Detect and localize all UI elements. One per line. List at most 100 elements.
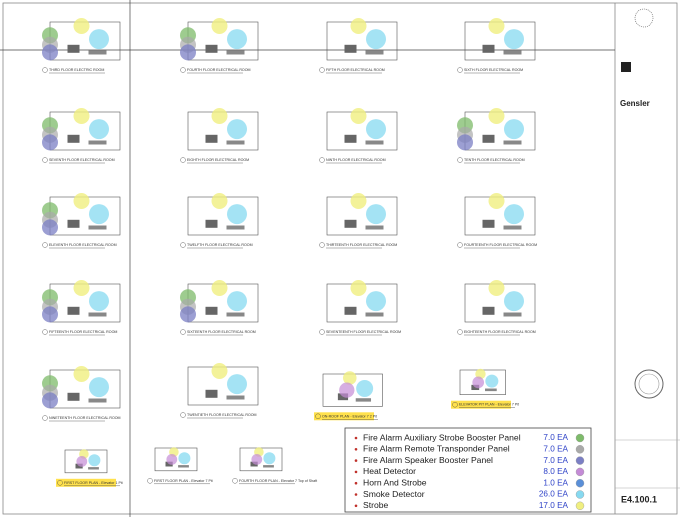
view-number xyxy=(457,157,463,163)
legend-label: Horn And Strobe xyxy=(363,477,427,487)
views: THIRD FLOOR ELECTRIC ROOM FOURTH FLOOR EL… xyxy=(42,18,537,487)
smoke-detector-symbol xyxy=(504,29,524,50)
smoke-detector-symbol xyxy=(89,291,109,312)
view-number xyxy=(180,67,186,73)
strobe-symbol xyxy=(350,18,367,34)
smoke-detector-symbol xyxy=(485,374,499,388)
view: FOURTH FLOOR PLAN - Elevator 7 Top of Sh… xyxy=(232,447,317,484)
view-title: EIGHTEENTH FLOOR ELECTRICAL ROOM xyxy=(464,330,536,334)
legend-label: Fire Alarm Remote Transponder Panel xyxy=(363,444,510,454)
speaker-booster-symbol xyxy=(42,306,58,323)
equipment xyxy=(165,461,173,467)
strobe-symbol xyxy=(488,18,505,34)
equipment xyxy=(88,50,107,55)
stamp xyxy=(638,373,660,395)
view-number xyxy=(457,329,463,335)
view: FOURTH FLOOR ELECTRICAL ROOM xyxy=(180,18,259,74)
view: SEVENTH FLOOR ELECTRICAL ROOM xyxy=(42,108,121,164)
view: ELEVENTH FLOOR ELECTRICAL ROOM xyxy=(42,193,121,249)
view-title: ON-ROOF PLAN - Elevator 7 2 Pit xyxy=(322,414,377,418)
legend-row: Strobe 17.0 EA xyxy=(354,500,585,510)
smoke-detector-symbol xyxy=(178,452,191,465)
view-number xyxy=(42,67,48,73)
equipment xyxy=(482,306,495,315)
strobe-symbol xyxy=(73,193,90,209)
view-number xyxy=(42,329,48,335)
legend-box xyxy=(344,427,592,513)
smoke-detector-symbol xyxy=(227,29,247,50)
view-title: TWENTIETH FLOOR ELECTRICAL ROOM xyxy=(187,413,257,417)
view: TENTH FLOOR ELECTRICAL ROOM xyxy=(457,108,536,164)
equipment xyxy=(67,44,80,53)
speaker-booster-symbol xyxy=(180,306,196,323)
speaker-booster-symbol xyxy=(42,44,58,61)
view: FIRST FLOOR PLAN - Elevator 1 Pit xyxy=(56,449,123,487)
bullet xyxy=(354,470,358,474)
highlight xyxy=(314,412,374,421)
view: EIGHTH FLOOR ELECTRICAL ROOM xyxy=(180,108,259,164)
equipment xyxy=(263,465,274,468)
view-number xyxy=(42,157,48,163)
equipment xyxy=(226,140,245,145)
bullet xyxy=(354,504,358,508)
view: EIGHTEENTH FLOOR ELECTRICAL ROOM xyxy=(457,280,536,336)
legend-count: 8.0 EA xyxy=(543,467,568,476)
strobe-symbol xyxy=(211,363,228,379)
view-title: ELEVATOR PIT PLAN - Elevator 7 Pit xyxy=(459,403,519,407)
legend: Fire Alarm Auxiliary Strobe Booster Pane… xyxy=(354,432,585,510)
view-title: NINTH FLOOR ELECTRICAL ROOM xyxy=(326,158,386,162)
view: SIXTH FLOOR ELECTRICAL ROOM xyxy=(457,18,536,74)
heat-detector-symbol xyxy=(472,376,485,389)
view-title: FOURTEENTH FLOOR ELECTRICAL ROOM xyxy=(464,243,537,247)
strobe-symbol xyxy=(211,18,228,34)
heat-detector-symbol xyxy=(339,382,355,398)
smoke-detector-symbol xyxy=(227,291,247,312)
strobe-symbol xyxy=(73,366,90,382)
legend-count: 17.0 EA xyxy=(539,501,569,510)
logo xyxy=(634,8,654,28)
view: TWENTIETH FLOOR ELECTRICAL ROOM xyxy=(180,363,259,419)
equipment xyxy=(482,134,495,143)
legend-label: Fire Alarm Speaker Booster Panel xyxy=(363,455,493,465)
view: TWELFTH FLOOR ELECTRICAL ROOM xyxy=(180,193,259,249)
legend-swatch xyxy=(575,456,585,465)
strobe-symbol xyxy=(211,108,228,124)
view-number xyxy=(180,329,186,335)
view-number xyxy=(42,415,48,421)
strobe-symbol xyxy=(350,193,367,209)
view-number xyxy=(319,67,325,73)
view-title: NINETEENTH FLOOR ELECTRICAL ROOM xyxy=(49,416,121,420)
equipment xyxy=(88,225,107,230)
heat-detector-symbol xyxy=(166,454,178,465)
view-title: THIRD FLOOR ELECTRIC ROOM xyxy=(49,68,104,72)
legend-count: 26.0 EA xyxy=(539,490,569,499)
sheet-number: E4.100.1 xyxy=(621,494,657,504)
equipment xyxy=(88,312,107,317)
view-title: SIXTEENTH FLOOR ELECTRICAL ROOM xyxy=(187,330,256,334)
equipment xyxy=(503,225,522,230)
view: SIXTEENTH FLOOR ELECTRICAL ROOM xyxy=(180,280,259,336)
highlight xyxy=(451,400,511,409)
smoke-detector-symbol xyxy=(366,204,386,225)
smoke-detector-symbol xyxy=(89,119,109,140)
firm-name: Gensler xyxy=(620,99,650,108)
smoke-detector-symbol xyxy=(227,204,247,225)
view: FOURTEENTH FLOOR ELECTRICAL ROOM xyxy=(457,193,537,249)
strobe-symbol xyxy=(342,371,357,385)
strobe-symbol xyxy=(211,280,228,296)
strobe-symbol xyxy=(488,280,505,296)
smoke-detector-symbol xyxy=(504,291,524,312)
equipment xyxy=(88,398,107,403)
equipment xyxy=(365,225,384,230)
view-title: EIGHTH FLOOR ELECTRICAL ROOM xyxy=(187,158,249,162)
equipment xyxy=(67,392,80,401)
speaker-booster-symbol xyxy=(42,134,58,151)
bullet xyxy=(354,481,358,485)
view-title: ELEVENTH FLOOR ELECTRICAL ROOM xyxy=(49,243,117,247)
legend-row: Horn And Strobe 1.0 EA xyxy=(354,477,585,487)
equipment xyxy=(344,44,357,53)
equipment xyxy=(365,50,384,55)
view-title: THIRTEENTH FLOOR ELECTRICAL ROOM xyxy=(326,243,397,247)
